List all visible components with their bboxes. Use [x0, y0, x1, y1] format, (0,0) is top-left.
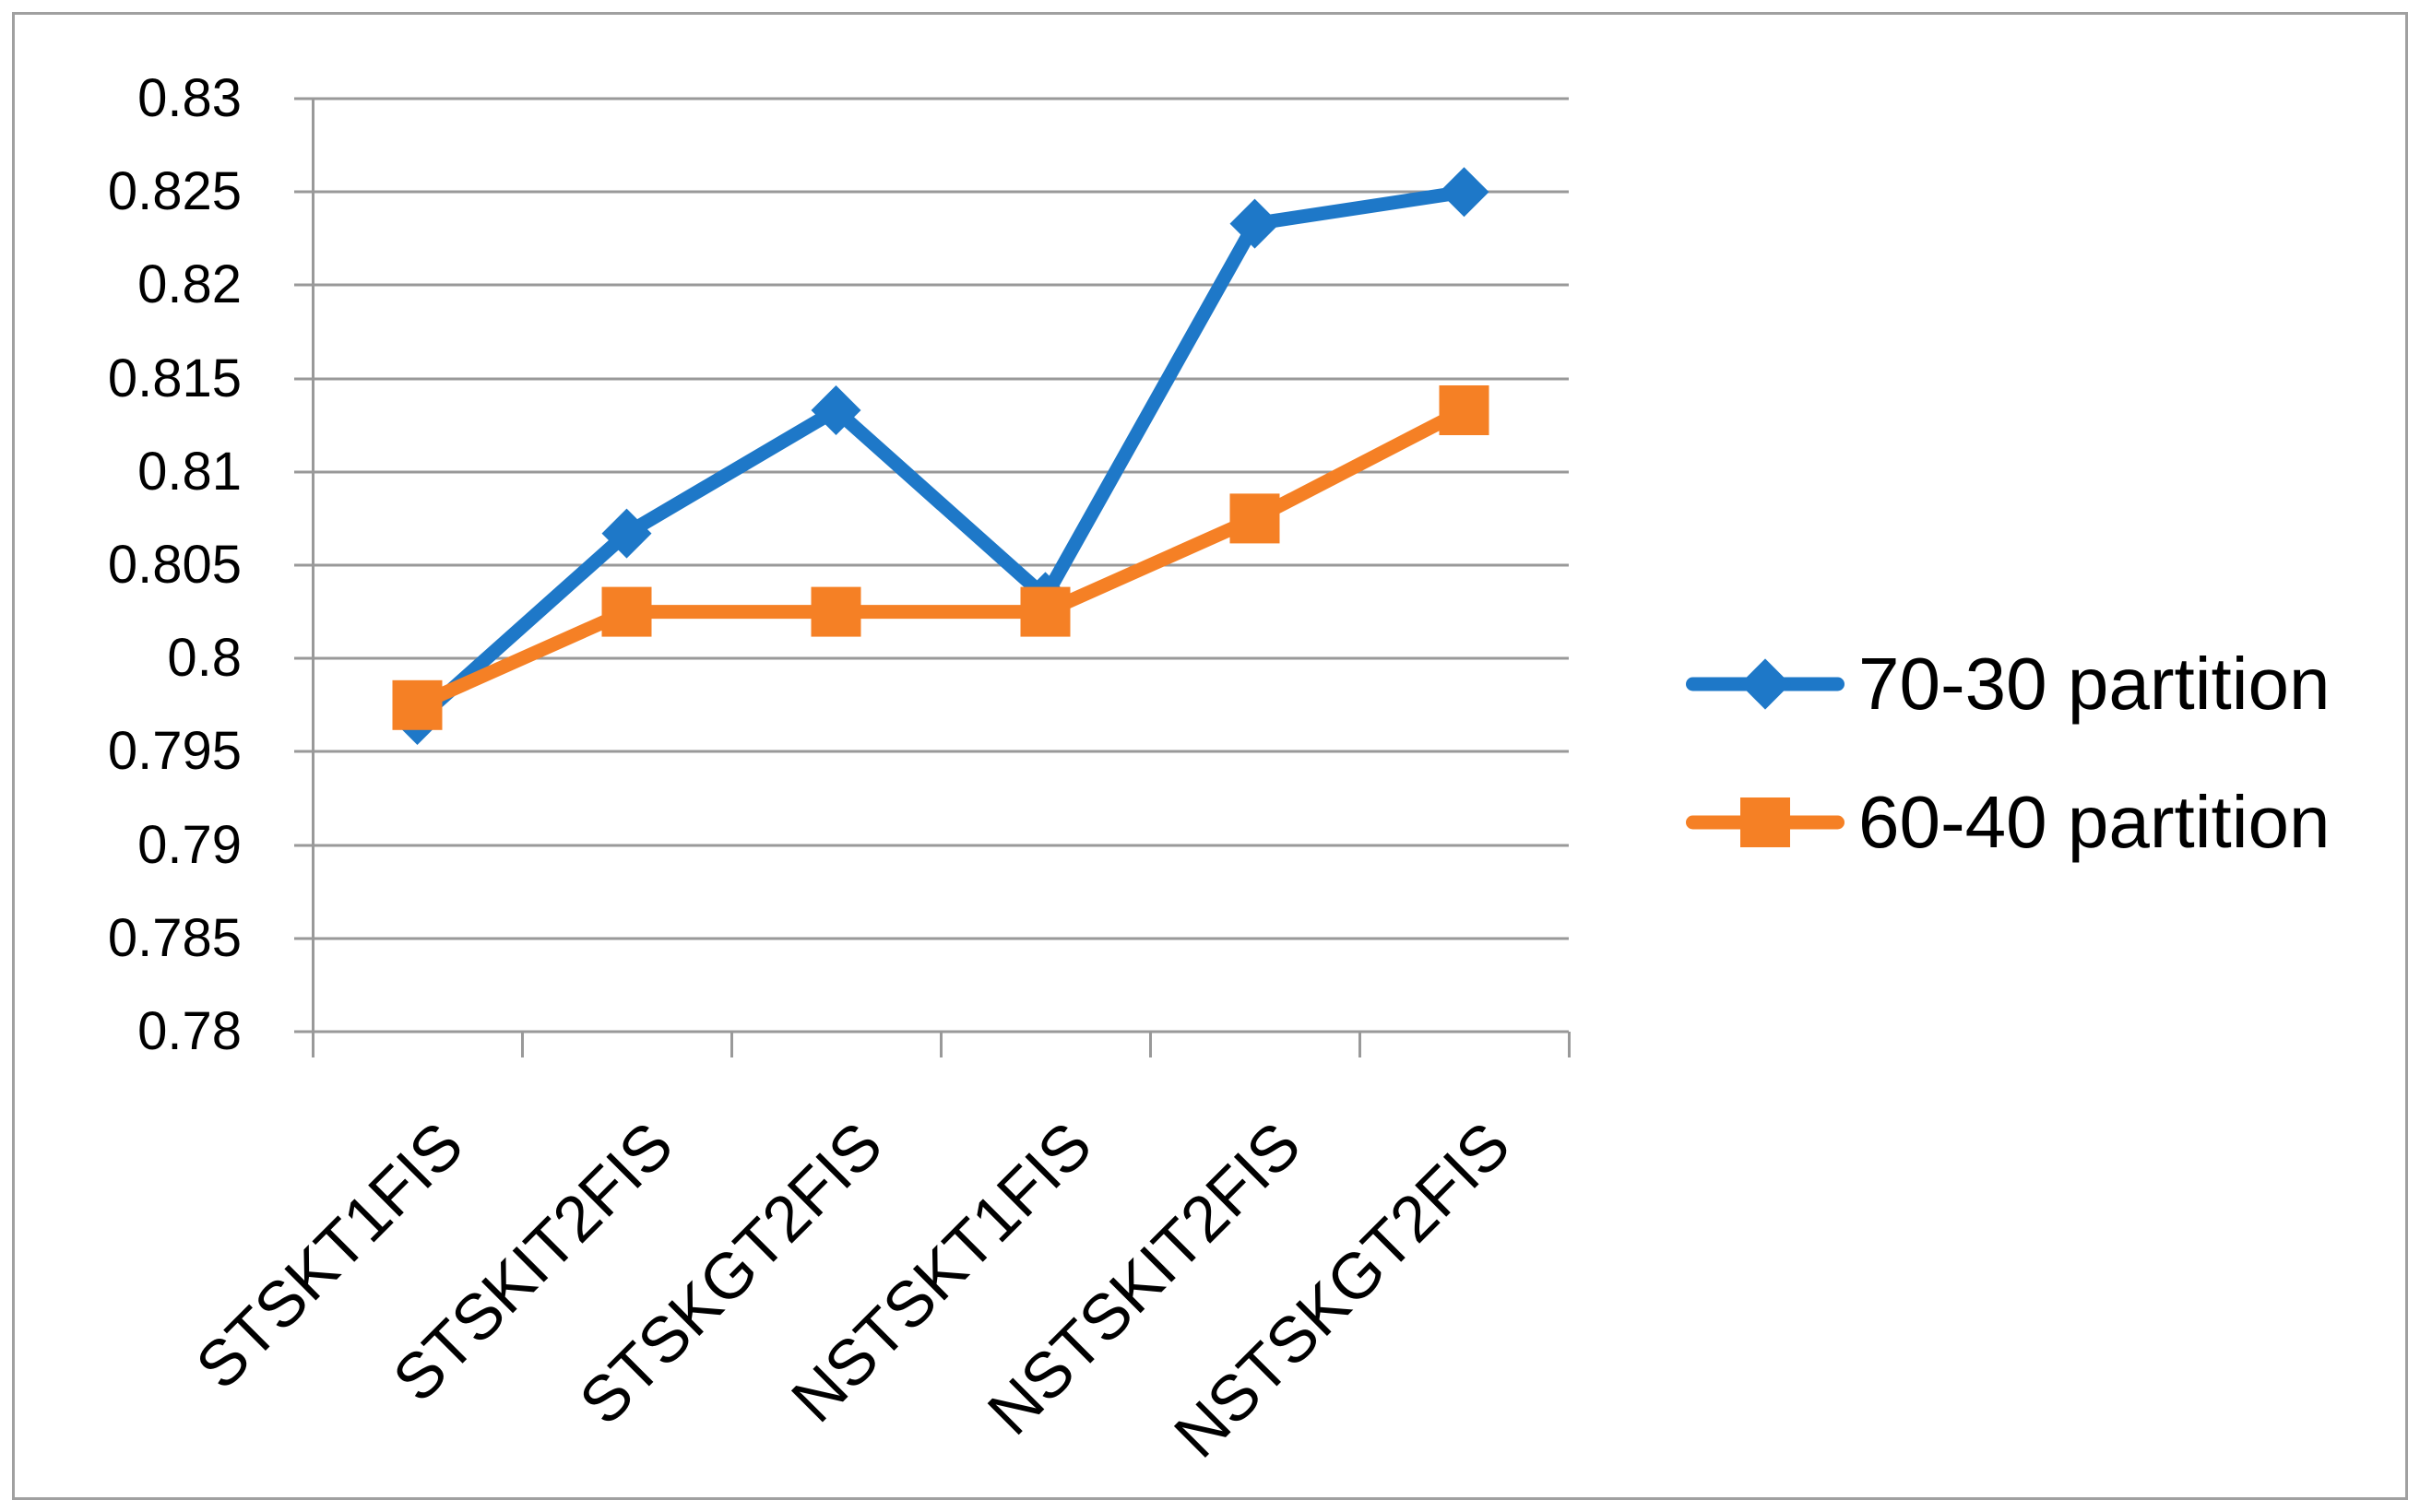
x-axis-tick: [1358, 1032, 1361, 1057]
square-data-point-marker: [392, 679, 443, 730]
gridline: [294, 656, 1569, 660]
y-axis-tick-label: 0.815: [107, 348, 242, 408]
diamond-data-point-marker: [1229, 198, 1280, 249]
square-data-point-marker: [1229, 493, 1280, 544]
x-axis-tick: [311, 1032, 314, 1057]
gridline: [294, 97, 1569, 100]
series-line-60-40-partition: [410, 403, 1471, 713]
square-data-point-marker: [1020, 586, 1071, 637]
legend: 70-30 partition 60-40 partition: [1686, 0, 2420, 1512]
legend-diamond-icon: [1739, 658, 1791, 710]
y-axis-tick-label: 0.79: [137, 814, 242, 875]
x-axis-tick: [1567, 1032, 1571, 1057]
x-axis-tick: [1148, 1032, 1152, 1057]
diamond-data-point-marker: [601, 508, 652, 559]
legend-item-70-30-partition: 70-30 partition: [1686, 647, 2330, 721]
x-axis-tick: [939, 1032, 943, 1057]
y-axis-line: [311, 99, 314, 1032]
y-axis-tick-label: 0.825: [107, 161, 242, 222]
legend-label: 70-30 partition: [1858, 643, 2331, 725]
y-axis-tick-label: 0.81: [137, 441, 242, 502]
gridline: [294, 377, 1569, 381]
legend-square-icon: [1740, 797, 1790, 847]
gridline: [294, 190, 1569, 194]
series-line-70-30-partition: [410, 184, 1471, 727]
y-axis-tick-label: 0.805: [107, 535, 242, 595]
y-axis-tick-label: 0.83: [137, 68, 242, 128]
gridline: [294, 470, 1569, 474]
x-axis-tick: [730, 1032, 733, 1057]
series-plot-svg: [392, 167, 1489, 745]
gridline: [294, 937, 1569, 940]
y-axis-tick-label: 0.795: [107, 721, 242, 782]
gridline: [294, 563, 1569, 567]
square-data-point-marker: [811, 586, 861, 637]
y-axis-tick-label: 0.785: [107, 907, 242, 968]
square-data-point-marker: [601, 586, 652, 637]
y-axis-tick-label: 0.8: [167, 628, 242, 689]
square-data-point-marker: [1439, 385, 1489, 436]
legend-sample: [1686, 795, 1845, 850]
y-axis-tick-label: 0.82: [137, 254, 242, 315]
diamond-data-point-marker: [1439, 167, 1489, 218]
legend-sample: [1686, 656, 1845, 712]
y-axis-tick-label: 0.78: [137, 1001, 242, 1061]
x-axis-line: [294, 1030, 1569, 1034]
x-axis-tick: [520, 1032, 524, 1057]
gridline: [294, 750, 1569, 753]
legend-item-60-40-partition: 60-40 partition: [1686, 786, 2330, 859]
legend-label: 60-40 partition: [1858, 781, 2331, 863]
diamond-data-point-marker: [811, 385, 861, 436]
plot-area: [294, 97, 1571, 1057]
gridline: [294, 844, 1569, 847]
gridline: [294, 283, 1569, 287]
